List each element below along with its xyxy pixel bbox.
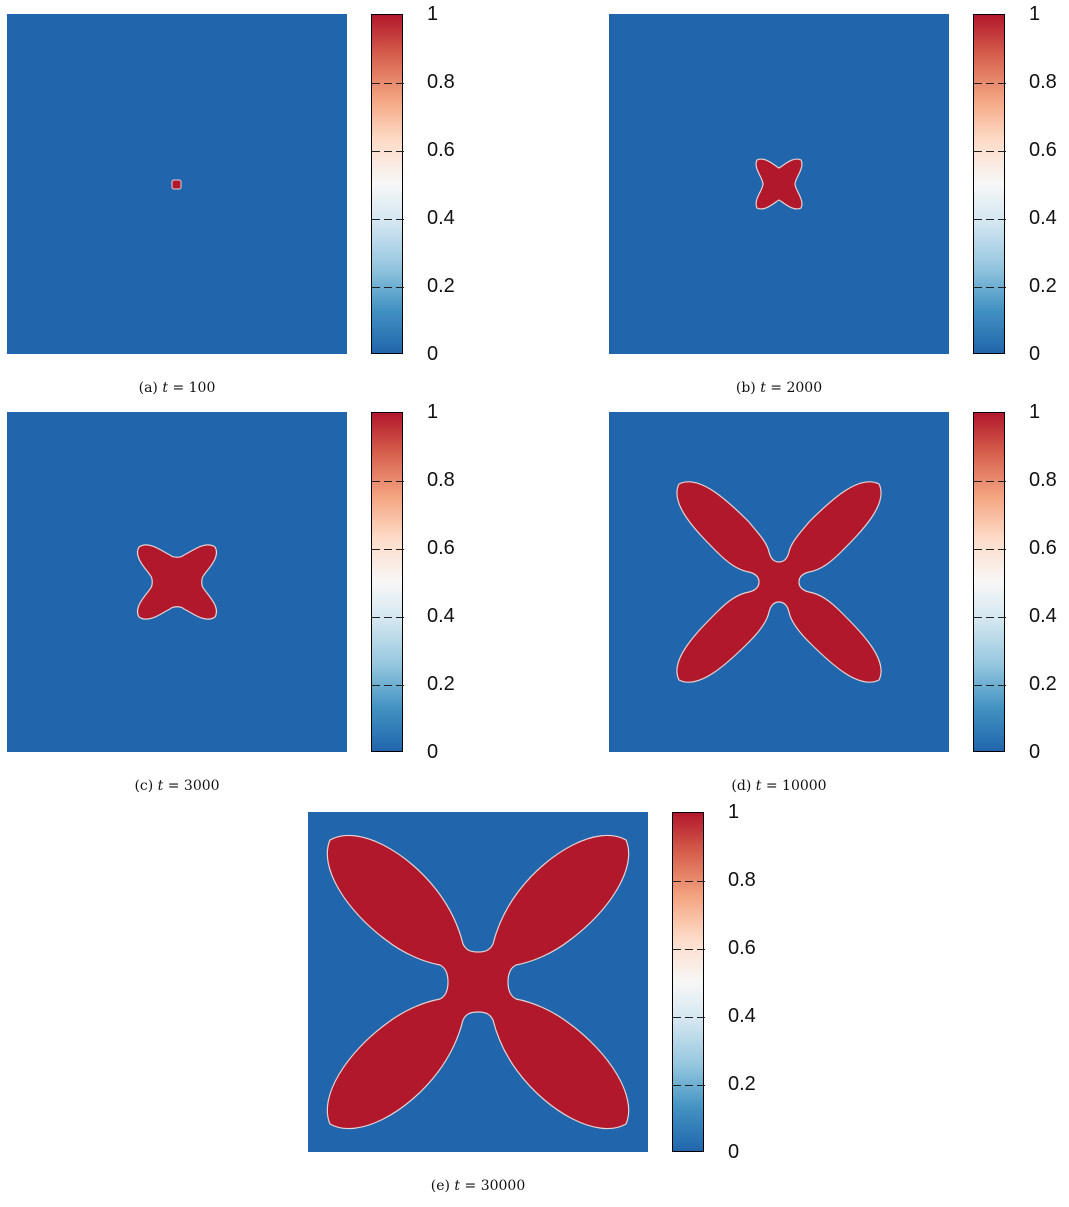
- colorbar-tick-label: 0: [1029, 741, 1041, 763]
- colorbar-tick-mark: [974, 83, 1006, 84]
- crystal-b: [755, 158, 803, 210]
- colorbar-tick-mark: [372, 151, 404, 152]
- panel-a: (a) t = 100 1 0.8 0.6 0.4 0.2 0: [7, 4, 455, 409]
- colorbar-tick-label: 1: [1029, 3, 1041, 25]
- caption-e: (e) t = 30000: [430, 1178, 526, 1194]
- crystal-seed-a: [171, 179, 182, 190]
- crystal-a: [171, 179, 182, 190]
- colorbar-tick-mark: [974, 287, 1006, 288]
- phase-field-c: [7, 412, 347, 752]
- caption-b: (b) t = 2000: [735, 380, 823, 396]
- colorbar-tick-label: 0.2: [1029, 673, 1057, 695]
- colorbar-tick-mark: [974, 685, 1006, 686]
- colorbar-tick-mark: [372, 549, 404, 550]
- colorbar-tick-label: 0: [728, 1141, 740, 1163]
- colorbar-tick-label: 0.6: [1029, 139, 1057, 161]
- panel-d: (d) t = 10000 1 0.8 0.6 0.4 0.2 0: [609, 402, 1057, 807]
- colorbar-tick-label: 0.6: [427, 537, 455, 559]
- caption-d: (d) t = 10000: [731, 778, 827, 794]
- phase-field-d: [609, 412, 949, 752]
- colorbar-tick-label: 0.8: [1029, 469, 1057, 491]
- crystal-shape-b: [755, 158, 803, 210]
- colorbar-tick-mark: [974, 617, 1006, 618]
- colorbar-tick-label: 0: [427, 741, 439, 763]
- colorbar-tick-mark: [673, 1017, 705, 1018]
- colorbar-tick-label: 0.6: [1029, 537, 1057, 559]
- colorbar-tick-mark: [372, 219, 404, 220]
- colorbar-tick-label: 0.2: [1029, 275, 1057, 297]
- crystal-shape-e: [326, 834, 630, 1130]
- colorbar-e: [672, 812, 705, 1152]
- panel-e: (e) t = 30000 1 0.8 0.6 0.4 0.2 0: [308, 802, 756, 1207]
- colorbar-tick-label: 0.2: [728, 1073, 756, 1095]
- colorbar-tick-label: 1: [1029, 401, 1041, 423]
- colorbar-tick-label: 0: [1029, 343, 1041, 365]
- colorbar-a: [371, 14, 404, 354]
- colorbar-tick-label: 0.8: [427, 469, 455, 491]
- colorbar-tick-mark: [974, 219, 1006, 220]
- colorbar-tick-label: 0.2: [427, 275, 455, 297]
- colorbar-tick-mark: [673, 949, 705, 950]
- panel-b: (b) t = 2000 1 0.8 0.6 0.4 0.2 0: [609, 4, 1057, 409]
- colorbar-tick-mark: [372, 481, 404, 482]
- crystal-c: [137, 544, 217, 620]
- colorbar-tick-label: 0.4: [1029, 207, 1057, 229]
- colorbar-tick-mark: [372, 685, 404, 686]
- colorbar-tick-mark: [372, 287, 404, 288]
- colorbar-tick-label: 0.8: [728, 869, 756, 891]
- colorbar-tick-label: 0.8: [427, 71, 455, 93]
- colorbar-tick-label: 0.4: [427, 207, 455, 229]
- colorbar-tick-mark: [372, 83, 404, 84]
- phase-field-e: [308, 812, 648, 1152]
- colorbar-tick-label: 0.8: [1029, 71, 1057, 93]
- phase-field-a: [7, 14, 347, 354]
- colorbar-tick-label: 0.6: [728, 937, 756, 959]
- colorbar-tick-label: 0.6: [427, 139, 455, 161]
- colorbar-d: [973, 412, 1006, 752]
- colorbar-tick-label: 1: [427, 3, 439, 25]
- colorbar-tick-label: 0: [427, 343, 439, 365]
- colorbar-tick-mark: [372, 617, 404, 618]
- colorbar-c: [371, 412, 404, 752]
- caption-a: (a) t = 100: [138, 380, 216, 396]
- colorbar-tick-label: 0.2: [427, 673, 455, 695]
- colorbar-tick-mark: [974, 151, 1006, 152]
- crystal-e: [326, 834, 630, 1130]
- caption-c: (c) t = 3000: [134, 778, 220, 794]
- colorbar-tick-label: 0.4: [1029, 605, 1057, 627]
- panel-c: (c) t = 3000 1 0.8 0.6 0.4 0.2 0: [7, 402, 455, 807]
- colorbar-b: [973, 14, 1006, 354]
- colorbar-tick-label: 1: [427, 401, 439, 423]
- colorbar-tick-label: 1: [728, 801, 740, 823]
- colorbar-tick-label: 0.4: [427, 605, 455, 627]
- colorbar-tick-mark: [974, 549, 1006, 550]
- crystal-shape-c: [137, 544, 217, 620]
- colorbar-tick-mark: [673, 1085, 705, 1086]
- colorbar-tick-label: 0.4: [728, 1005, 756, 1027]
- colorbar-tick-mark: [673, 881, 705, 882]
- phase-field-b: [609, 14, 949, 354]
- crystal-d: [676, 481, 882, 683]
- colorbar-tick-mark: [974, 481, 1006, 482]
- crystal-shape-d: [676, 481, 882, 683]
